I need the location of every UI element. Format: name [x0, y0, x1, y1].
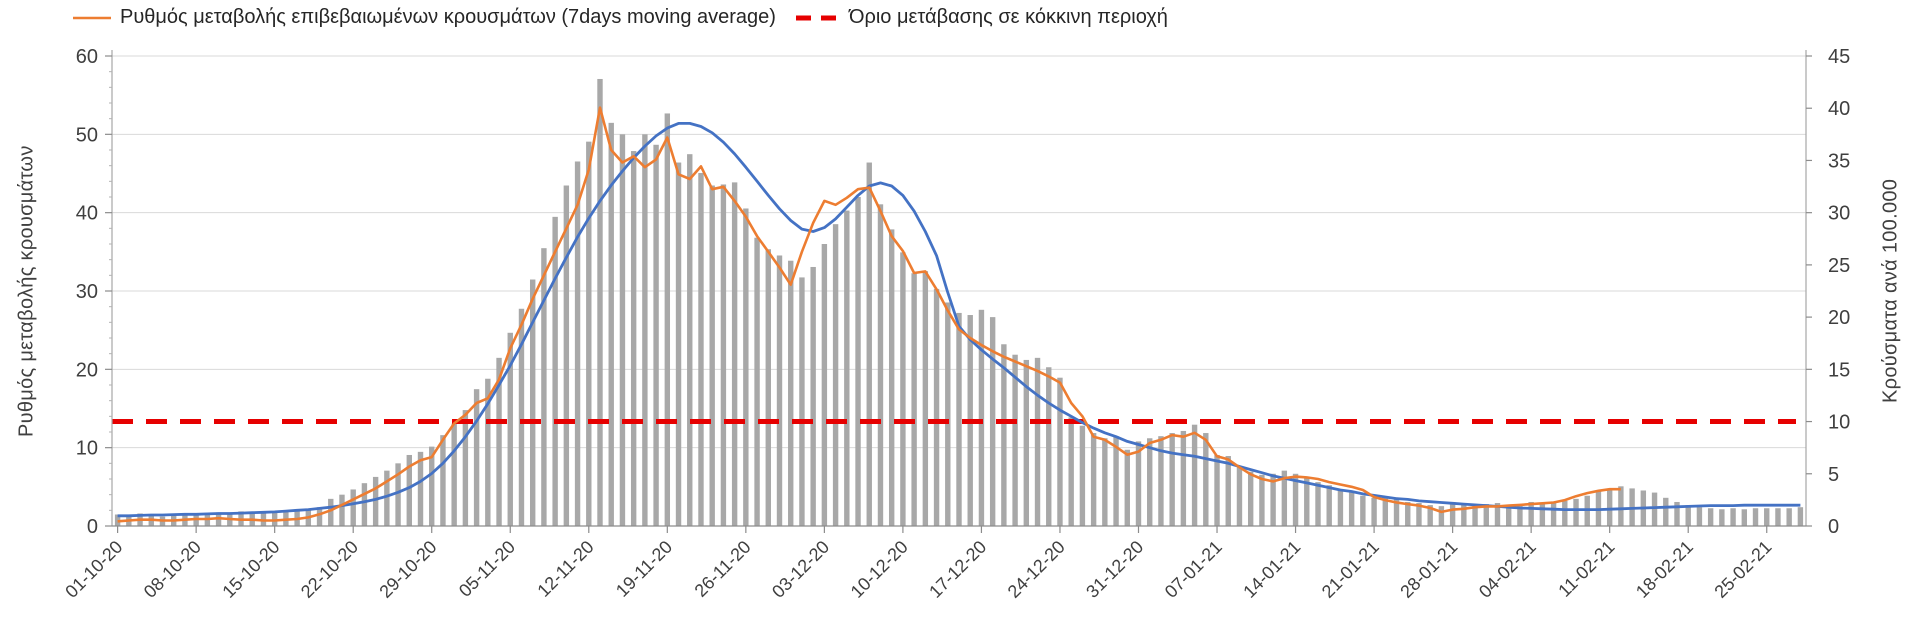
x-tick-label: 21-01-21: [1318, 537, 1383, 602]
y-axis-left-title: Ρυθμός μεταβολής κρουσμάτων: [15, 145, 38, 437]
x-tick-label: 28-01-21: [1396, 537, 1461, 602]
legend-label-moving-average: Ρυθμός μεταβολής επιβεβαιωμένων κρουσμάτ…: [120, 6, 776, 28]
legend-item-threshold: Όριο μετάβασης σε κόκκινη περιοχή: [795, 6, 1168, 29]
y-right-tick-label: 0: [1828, 516, 1839, 538]
y-right-tick-label: 20: [1828, 307, 1850, 329]
y-left-tick-label: 30: [76, 281, 98, 303]
y-right-tick-label: 35: [1828, 150, 1850, 172]
x-tick-label: 25-02-21: [1710, 537, 1775, 602]
y-right-tick-label: 25: [1828, 255, 1850, 277]
red-dashed-swatch: [796, 15, 840, 20]
x-tick-label: 04-02-21: [1475, 537, 1540, 602]
y-right-tick-label: 5: [1828, 464, 1839, 486]
x-tick-label: 24-12-20: [1004, 537, 1069, 602]
x-tick-label: 12-11-20: [533, 537, 597, 601]
y-left-tick-label: 50: [76, 124, 98, 146]
x-tick-label: 19-11-20: [612, 537, 676, 601]
x-tick-label: 10-12-20: [847, 537, 912, 602]
x-tick-label: 17-12-20: [925, 537, 990, 602]
x-tick-label: 07-01-21: [1161, 537, 1226, 602]
legend-label-threshold: Όριο μετάβασης σε κόκκινη περιοχή: [849, 6, 1168, 28]
x-tick-label: 31-12-20: [1082, 537, 1147, 602]
y-right-tick-label: 45: [1828, 46, 1850, 68]
x-tick-label: 05-11-20: [455, 537, 519, 601]
axes: [111, 50, 1807, 527]
x-tick-label: 22-10-20: [297, 537, 362, 602]
x-tick-label: 29-10-20: [375, 537, 440, 602]
y-axis-right-title: Κρούσματα ανά 100.000: [1879, 178, 1902, 404]
y-right-tick-label: 10: [1828, 412, 1850, 434]
orange-line-swatch: [73, 16, 111, 19]
y-left-tick-label: 0: [87, 516, 98, 538]
x-tick-label: 11-02-21: [1554, 537, 1618, 601]
y-left-ticks: 0 10 20 30 40 50 60: [76, 46, 112, 538]
x-tick-label: 26-11-20: [691, 537, 755, 601]
x-ticks: 01-10-20 08-10-20 15-10-20 22-10-20 29-10-20…: [61, 526, 1776, 602]
y-right-tick-label: 30: [1828, 203, 1850, 225]
y-right-tick-label: 15: [1828, 359, 1850, 381]
x-tick-label: 18-02-21: [1632, 537, 1697, 602]
y-left-tick-label: 20: [76, 359, 98, 381]
moving-average-line: [117, 106, 1621, 523]
x-tick-label: 01-10-20: [61, 537, 126, 602]
x-tick-label: 03-12-20: [768, 537, 833, 602]
bars-series: [114, 78, 1804, 527]
y-right-tick-label: 40: [1828, 98, 1850, 120]
trend-line: [117, 122, 1801, 518]
x-tick-label: 14-01-21: [1239, 537, 1304, 602]
x-tick-label: 08-10-20: [140, 537, 205, 602]
y-left-tick-label: 60: [76, 46, 98, 68]
legend-item-moving-average: Ρυθμός μεταβολής επιβεβαιωμένων κρουσμάτ…: [72, 6, 776, 29]
x-tick-label: 15-10-20: [218, 537, 283, 602]
y-left-tick-label: 40: [76, 203, 98, 225]
y-left-tick-label: 10: [76, 438, 98, 460]
y-right-ticks: 0 5 10 15 20 25 30 35 40 45: [1806, 46, 1850, 538]
